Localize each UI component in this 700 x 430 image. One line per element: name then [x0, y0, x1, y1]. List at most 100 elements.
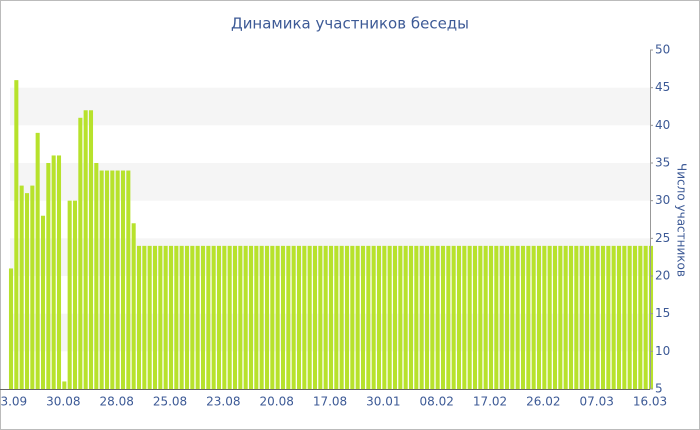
bar — [430, 245, 435, 389]
bar — [67, 200, 72, 389]
bar — [152, 245, 158, 389]
bar — [520, 245, 526, 389]
x-tick-label: 30.01 — [366, 395, 400, 409]
bar — [56, 155, 62, 389]
bar — [142, 245, 147, 389]
bar — [542, 245, 547, 389]
bar — [531, 245, 536, 389]
bar — [35, 132, 40, 389]
y-tick-label: 15 — [655, 306, 670, 320]
bar — [488, 245, 494, 389]
bar — [376, 245, 382, 389]
bar — [552, 245, 558, 389]
y-tick-label: 10 — [655, 344, 670, 358]
x-tick-label: 26.02 — [526, 395, 560, 409]
bar — [216, 245, 222, 389]
bar — [360, 245, 366, 389]
bar — [104, 170, 110, 389]
x-tick-label: 08.02 — [419, 395, 453, 409]
bar — [275, 245, 280, 389]
y-tick-label: 25 — [655, 231, 670, 245]
bar — [136, 245, 142, 389]
bar — [632, 245, 638, 389]
x-tick-label: 30.08 — [46, 395, 80, 409]
bar — [206, 245, 211, 389]
bar — [414, 245, 419, 389]
bar — [227, 245, 232, 389]
bar — [483, 245, 488, 389]
bar — [590, 245, 595, 389]
y-tick-label: 50 — [655, 43, 670, 57]
bar — [259, 245, 264, 389]
bar — [126, 170, 131, 389]
bar — [78, 117, 83, 390]
bar — [472, 245, 478, 389]
bar — [94, 163, 99, 389]
x-tick-label: 28.08 — [99, 395, 133, 409]
bar — [387, 245, 392, 389]
y-tick-label: 5 — [655, 382, 663, 396]
bar — [355, 245, 360, 389]
bar — [366, 245, 371, 389]
bar — [558, 245, 563, 389]
y-tick-label: 35 — [655, 156, 670, 170]
bar — [398, 245, 403, 389]
bar — [606, 245, 611, 389]
bar — [424, 245, 430, 389]
y-tick-label: 30 — [655, 193, 670, 207]
bar — [510, 245, 515, 389]
bar — [568, 245, 574, 389]
bar — [526, 245, 531, 389]
bar — [350, 245, 355, 389]
bar — [147, 245, 152, 389]
bar — [163, 245, 168, 389]
bar — [83, 110, 88, 390]
bar — [611, 245, 616, 389]
bar — [238, 245, 243, 389]
bar — [323, 245, 328, 389]
bar — [547, 245, 552, 389]
bar — [14, 80, 19, 389]
bar — [174, 245, 179, 389]
bar — [451, 245, 456, 389]
grid-band — [10, 87, 650, 126]
bar — [622, 245, 627, 389]
x-tick-label: 23.08 — [206, 395, 240, 409]
bar — [296, 245, 302, 389]
bar — [504, 245, 510, 389]
bar — [435, 245, 440, 389]
bar — [200, 245, 206, 389]
bar — [616, 245, 622, 389]
bar — [467, 245, 472, 389]
bar — [638, 245, 643, 389]
bar — [563, 245, 568, 389]
bar — [339, 245, 344, 389]
bar — [280, 245, 286, 389]
x-tick-label: 07.03 — [579, 395, 613, 409]
x-tick-label: 17.08 — [313, 395, 347, 409]
bar — [131, 223, 136, 389]
bar — [408, 245, 414, 389]
bar — [419, 245, 424, 389]
bar — [168, 245, 174, 389]
chart-title: Динамика участников беседы — [231, 15, 469, 33]
bar — [120, 170, 126, 389]
bar — [574, 245, 579, 389]
bar — [643, 245, 648, 389]
x-tick-label: 17.02 — [473, 395, 507, 409]
bar — [286, 245, 291, 389]
bars — [8, 80, 654, 390]
bar — [264, 245, 270, 389]
bar — [302, 245, 307, 389]
bar — [254, 245, 259, 389]
bar — [211, 245, 216, 389]
bar — [190, 245, 195, 389]
bar — [184, 245, 190, 389]
bar — [344, 245, 350, 389]
y-tick-label: 20 — [655, 269, 670, 283]
bar — [72, 200, 78, 389]
bar — [403, 245, 408, 389]
y-axis-title: Число участников — [675, 163, 689, 277]
bar — [46, 163, 51, 389]
